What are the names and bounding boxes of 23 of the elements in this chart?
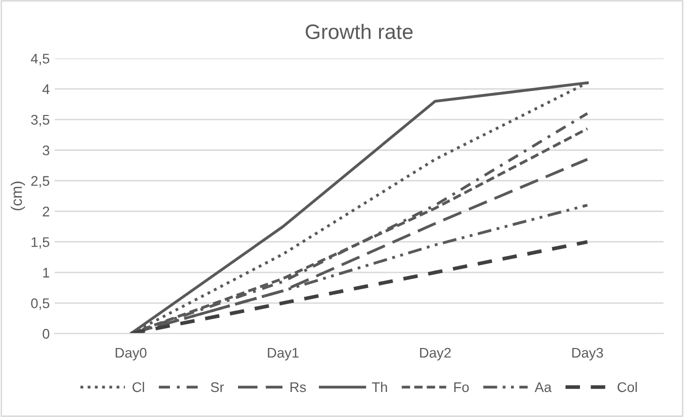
y-tick-label: 1,5 — [32, 237, 50, 249]
legend-label: Col — [618, 382, 637, 392]
y-tick-label: 3,5 — [31, 114, 50, 126]
y-tick-label: 4 — [42, 84, 50, 94]
y-tick-label: 0 — [42, 328, 50, 339]
x-tick-label: Day1 — [268, 348, 299, 360]
legend-label: Aa — [534, 382, 552, 392]
y-tick-label: 3 — [42, 145, 50, 156]
y-tick-label: 1 — [43, 268, 50, 278]
y-tick-label: 2,5 — [31, 176, 50, 188]
y-axis-title: (cm) — [10, 182, 25, 210]
y-tick-label: 2 — [42, 206, 50, 216]
chart-title: Growth rate — [306, 24, 413, 40]
legend-label: Rs — [290, 382, 306, 392]
x-tick-label: Day2 — [420, 348, 451, 360]
legend-label: Cl — [132, 382, 144, 392]
y-tick-label: 4,5 — [30, 54, 50, 66]
x-tick-label: Day3 — [572, 348, 603, 360]
y-tick-label: 0,5 — [31, 298, 50, 310]
legend-label: Sr — [210, 382, 224, 392]
legend-label: Fo — [454, 382, 469, 392]
x-tick-label: Day0 — [116, 348, 146, 360]
legend-label: Th — [372, 382, 387, 392]
